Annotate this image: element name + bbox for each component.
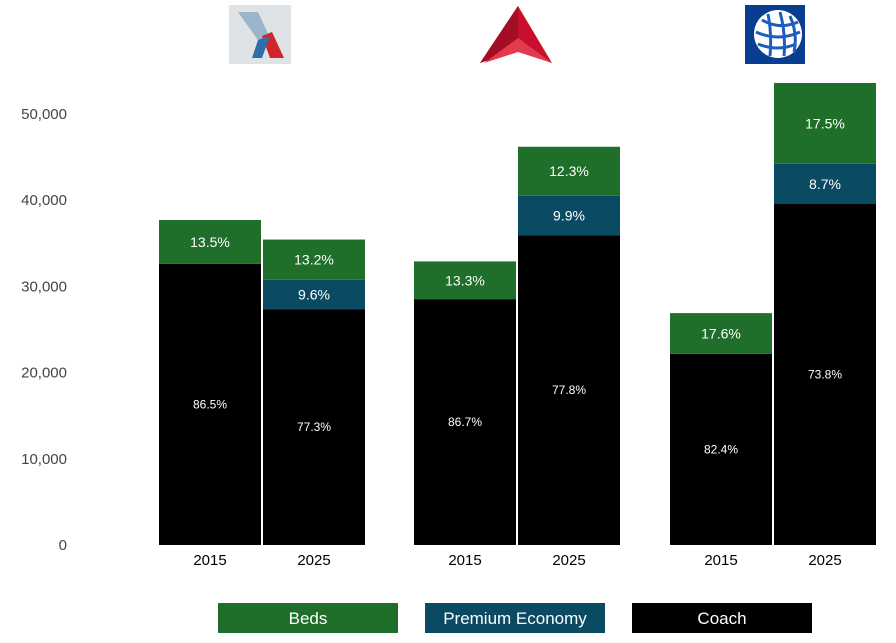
data-label-coach: 86.7% — [448, 415, 482, 429]
data-label-premium-economy: 9.9% — [553, 207, 585, 223]
data-label-premium-economy: 8.7% — [809, 176, 841, 192]
bar-segment-coach — [518, 235, 620, 545]
bar-segment-premium-economy — [263, 279, 365, 310]
data-label-beds: 17.5% — [805, 115, 845, 131]
x-tick-label: 2015 — [704, 552, 737, 569]
x-tick-label: 2025 — [808, 552, 841, 569]
bar-segment-beds — [414, 261, 516, 300]
y-tick-label: 30,000 — [21, 278, 67, 295]
data-label-beds: 17.6% — [701, 326, 741, 342]
united-logo — [745, 5, 805, 64]
bar-segment-premium-economy — [518, 195, 620, 236]
data-label-coach: 82.4% — [704, 442, 738, 456]
data-label-coach: 86.5% — [193, 397, 227, 411]
x-tick-label: 2015 — [448, 552, 481, 569]
bar-segment-beds — [670, 313, 772, 354]
data-label-beds: 12.3% — [549, 163, 589, 179]
y-tick-label: 20,000 — [21, 365, 67, 382]
bar-segment-coach — [414, 299, 516, 545]
bar-segment-beds — [263, 239, 365, 280]
data-label-beds: 13.5% — [190, 234, 230, 250]
data-label-premium-economy: 9.6% — [298, 286, 330, 302]
legend-label-beds: Beds — [289, 609, 328, 628]
x-tick-label: 2025 — [552, 552, 585, 569]
legend-swatch-beds — [218, 603, 398, 633]
x-axis: 2015 2025 2015 2025 2015 2025 — [193, 552, 841, 569]
x-tick-label: 2015 — [193, 552, 226, 569]
data-label-beds: 13.3% — [445, 272, 485, 288]
legend-label-coach: Coach — [697, 609, 746, 628]
data-label-coach: 77.8% — [552, 383, 586, 397]
x-tick-label: 2025 — [297, 552, 330, 569]
bar-segment-beds — [518, 146, 620, 196]
american-airlines-logo — [229, 5, 291, 64]
bars-layer: 86.5% 13.5% 77.3% 9.6% 13.2% 86.7% 13.3% 77.8% 9… — [159, 82, 876, 545]
y-axis: 0 10,000 20,000 30,000 40,000 50,000 — [21, 106, 67, 554]
bar-segment-coach — [159, 263, 261, 545]
bar-segment-coach — [263, 309, 365, 545]
bar-segment-beds — [774, 82, 876, 164]
bar-segment-beds — [159, 220, 261, 264]
data-label-coach: 77.3% — [297, 420, 331, 434]
y-tick-label: 50,000 — [21, 106, 67, 123]
bar-segment-premium-economy — [774, 163, 876, 205]
y-tick-label: 40,000 — [21, 192, 67, 209]
y-tick-label: 10,000 — [21, 451, 67, 468]
y-tick-label: 0 — [59, 537, 67, 554]
legend-swatch-coach — [632, 603, 812, 633]
legend: Beds Premium Economy Coach — [218, 603, 812, 633]
legend-swatch-premium-economy — [425, 603, 605, 633]
bar-segment-coach — [774, 204, 876, 545]
legend-label-premium-economy: Premium Economy — [443, 609, 587, 628]
delta-logo — [480, 6, 552, 63]
bar-segment-coach — [670, 353, 772, 545]
data-label-beds: 13.2% — [294, 252, 334, 268]
data-label-coach: 73.8% — [808, 368, 842, 382]
